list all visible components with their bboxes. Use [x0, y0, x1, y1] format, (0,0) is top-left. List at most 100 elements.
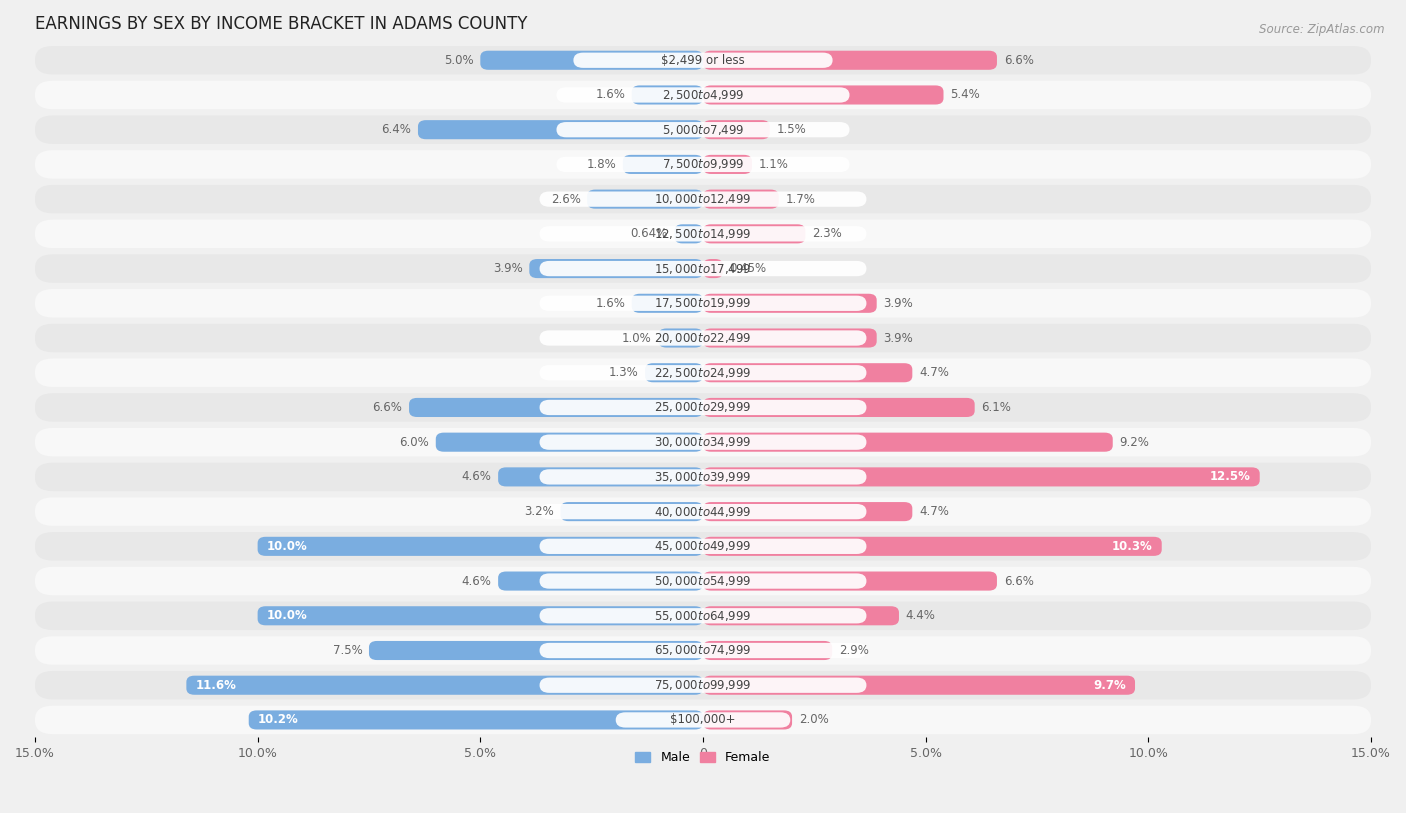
FancyBboxPatch shape: [703, 189, 779, 209]
Text: 1.6%: 1.6%: [595, 297, 626, 310]
FancyBboxPatch shape: [703, 293, 877, 313]
FancyBboxPatch shape: [703, 502, 912, 521]
FancyBboxPatch shape: [35, 428, 1371, 456]
FancyBboxPatch shape: [498, 572, 703, 590]
Text: 4.4%: 4.4%: [905, 609, 935, 622]
FancyBboxPatch shape: [703, 398, 974, 417]
Text: 7.5%: 7.5%: [333, 644, 363, 657]
Text: 6.4%: 6.4%: [381, 124, 412, 137]
Text: 1.7%: 1.7%: [786, 193, 815, 206]
Text: 3.9%: 3.9%: [883, 332, 912, 345]
FancyBboxPatch shape: [35, 498, 1371, 526]
FancyBboxPatch shape: [540, 400, 866, 415]
FancyBboxPatch shape: [187, 676, 703, 695]
Text: 9.7%: 9.7%: [1094, 679, 1126, 692]
FancyBboxPatch shape: [703, 224, 806, 243]
Text: $12,500 to $14,999: $12,500 to $14,999: [654, 227, 752, 241]
FancyBboxPatch shape: [498, 467, 703, 486]
Text: $15,000 to $17,499: $15,000 to $17,499: [654, 262, 752, 276]
FancyBboxPatch shape: [540, 677, 866, 693]
Text: Source: ZipAtlas.com: Source: ZipAtlas.com: [1260, 23, 1385, 36]
FancyBboxPatch shape: [703, 433, 1112, 452]
FancyBboxPatch shape: [703, 85, 943, 105]
Text: $25,000 to $29,999: $25,000 to $29,999: [654, 401, 752, 415]
Text: 1.0%: 1.0%: [621, 332, 652, 345]
FancyBboxPatch shape: [35, 46, 1371, 75]
FancyBboxPatch shape: [540, 261, 866, 276]
FancyBboxPatch shape: [540, 608, 866, 624]
Text: 6.6%: 6.6%: [373, 401, 402, 414]
Text: $65,000 to $74,999: $65,000 to $74,999: [654, 644, 752, 658]
Text: $100,000+: $100,000+: [671, 714, 735, 727]
FancyBboxPatch shape: [703, 328, 877, 348]
Text: 10.0%: 10.0%: [267, 540, 308, 553]
Text: 10.0%: 10.0%: [267, 609, 308, 622]
Text: 12.5%: 12.5%: [1211, 471, 1251, 484]
FancyBboxPatch shape: [35, 359, 1371, 387]
FancyBboxPatch shape: [540, 539, 866, 554]
Text: EARNINGS BY SEX BY INCOME BRACKET IN ADAMS COUNTY: EARNINGS BY SEX BY INCOME BRACKET IN ADA…: [35, 15, 527, 33]
FancyBboxPatch shape: [703, 467, 1260, 486]
FancyBboxPatch shape: [35, 115, 1371, 144]
FancyBboxPatch shape: [616, 712, 790, 728]
FancyBboxPatch shape: [557, 157, 849, 172]
FancyBboxPatch shape: [35, 567, 1371, 595]
Text: $7,500 to $9,999: $7,500 to $9,999: [662, 158, 744, 172]
FancyBboxPatch shape: [540, 226, 866, 241]
FancyBboxPatch shape: [35, 150, 1371, 179]
FancyBboxPatch shape: [703, 676, 1135, 695]
FancyBboxPatch shape: [540, 643, 866, 659]
FancyBboxPatch shape: [481, 50, 703, 70]
FancyBboxPatch shape: [540, 192, 866, 207]
Text: $40,000 to $44,999: $40,000 to $44,999: [654, 505, 752, 519]
Text: 0.64%: 0.64%: [630, 228, 668, 241]
FancyBboxPatch shape: [703, 572, 997, 590]
FancyBboxPatch shape: [35, 671, 1371, 699]
Text: 2.6%: 2.6%: [551, 193, 581, 206]
Text: 10.2%: 10.2%: [257, 714, 298, 727]
FancyBboxPatch shape: [540, 504, 866, 520]
Text: 6.6%: 6.6%: [1004, 54, 1033, 67]
FancyBboxPatch shape: [561, 502, 703, 521]
FancyBboxPatch shape: [703, 154, 752, 174]
FancyBboxPatch shape: [658, 328, 703, 348]
Text: 0.45%: 0.45%: [730, 262, 766, 275]
FancyBboxPatch shape: [529, 259, 703, 278]
Text: $10,000 to $12,499: $10,000 to $12,499: [654, 192, 752, 207]
FancyBboxPatch shape: [35, 220, 1371, 248]
Text: $35,000 to $39,999: $35,000 to $39,999: [654, 470, 752, 484]
Text: 2.3%: 2.3%: [813, 228, 842, 241]
Text: 5.4%: 5.4%: [950, 89, 980, 102]
Text: 3.9%: 3.9%: [883, 297, 912, 310]
FancyBboxPatch shape: [703, 363, 912, 382]
Text: 1.6%: 1.6%: [595, 89, 626, 102]
FancyBboxPatch shape: [574, 53, 832, 68]
Text: $2,499 or less: $2,499 or less: [661, 54, 745, 67]
Text: $55,000 to $64,999: $55,000 to $64,999: [654, 609, 752, 623]
FancyBboxPatch shape: [35, 80, 1371, 109]
Text: $22,500 to $24,999: $22,500 to $24,999: [654, 366, 752, 380]
Text: $50,000 to $54,999: $50,000 to $54,999: [654, 574, 752, 588]
FancyBboxPatch shape: [631, 293, 703, 313]
Text: 5.0%: 5.0%: [444, 54, 474, 67]
FancyBboxPatch shape: [35, 532, 1371, 561]
Text: 6.6%: 6.6%: [1004, 575, 1033, 588]
FancyBboxPatch shape: [631, 85, 703, 105]
Text: $45,000 to $49,999: $45,000 to $49,999: [654, 539, 752, 554]
FancyBboxPatch shape: [703, 50, 997, 70]
Text: 3.2%: 3.2%: [524, 505, 554, 518]
FancyBboxPatch shape: [257, 606, 703, 625]
FancyBboxPatch shape: [588, 189, 703, 209]
Legend: Male, Female: Male, Female: [630, 746, 776, 769]
Text: 9.2%: 9.2%: [1119, 436, 1149, 449]
Text: 11.6%: 11.6%: [195, 679, 236, 692]
FancyBboxPatch shape: [436, 433, 703, 452]
FancyBboxPatch shape: [645, 363, 703, 382]
FancyBboxPatch shape: [368, 641, 703, 660]
FancyBboxPatch shape: [540, 296, 866, 311]
Text: 2.0%: 2.0%: [799, 714, 828, 727]
Text: 4.7%: 4.7%: [920, 505, 949, 518]
FancyBboxPatch shape: [35, 289, 1371, 318]
Text: $75,000 to $99,999: $75,000 to $99,999: [654, 678, 752, 692]
FancyBboxPatch shape: [703, 641, 832, 660]
